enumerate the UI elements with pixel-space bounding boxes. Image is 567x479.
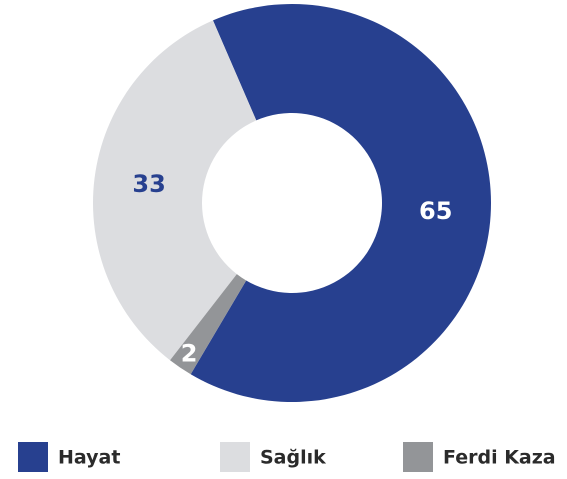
donut-segment [92, 20, 257, 361]
data-label: 65 [419, 197, 452, 225]
legend-swatch [220, 442, 250, 472]
data-label: 2 [181, 339, 198, 367]
legend-swatch [403, 442, 433, 472]
donut-segment [190, 4, 492, 402]
legend-label: Ferdi Kaza [443, 447, 556, 469]
legend-label: Hayat [58, 447, 120, 469]
data-label: 33 [132, 170, 165, 198]
legend-swatch [18, 442, 48, 472]
legend-label: Sağlık [260, 447, 326, 469]
donut-segment [170, 274, 247, 375]
